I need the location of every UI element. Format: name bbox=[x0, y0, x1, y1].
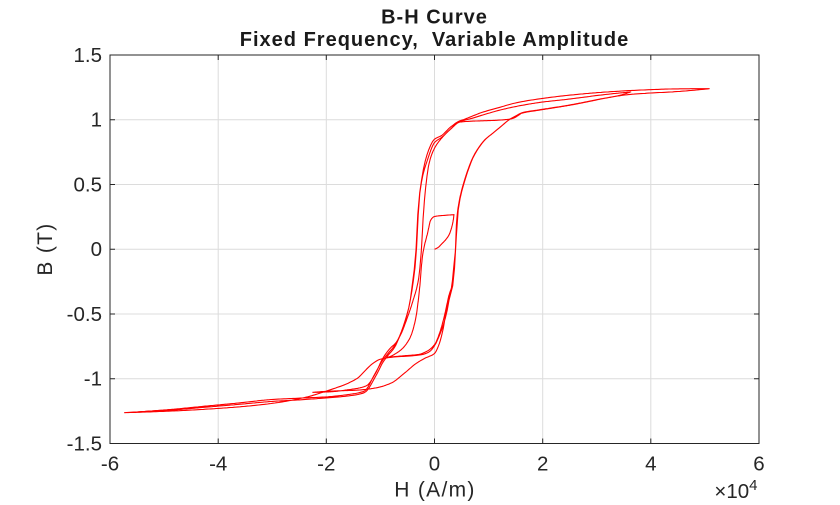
svg-text:B-H Curve: B-H Curve bbox=[381, 6, 488, 28]
svg-text:-4: -4 bbox=[209, 453, 227, 476]
svg-text:1: 1 bbox=[91, 109, 102, 132]
svg-text:0.5: 0.5 bbox=[74, 173, 103, 196]
svg-text:0: 0 bbox=[429, 453, 440, 476]
svg-text:-1: -1 bbox=[84, 368, 102, 391]
svg-text:4: 4 bbox=[645, 453, 656, 476]
svg-text:-1.5: -1.5 bbox=[67, 432, 102, 455]
svg-text:-6: -6 bbox=[101, 453, 119, 476]
svg-text:2: 2 bbox=[537, 453, 548, 476]
svg-text:Fixed Frequency, Variable Amp: Fixed Frequency, Variable Amplitude bbox=[240, 29, 629, 51]
svg-text:-2: -2 bbox=[317, 453, 335, 476]
svg-text:-0.5: -0.5 bbox=[67, 303, 102, 326]
svg-text:0: 0 bbox=[91, 238, 102, 261]
svg-text:H (A/m): H (A/m) bbox=[394, 479, 475, 502]
svg-text:1.5: 1.5 bbox=[74, 44, 103, 67]
svg-text:B (T): B (T) bbox=[34, 222, 57, 275]
svg-text:6: 6 bbox=[753, 453, 764, 476]
